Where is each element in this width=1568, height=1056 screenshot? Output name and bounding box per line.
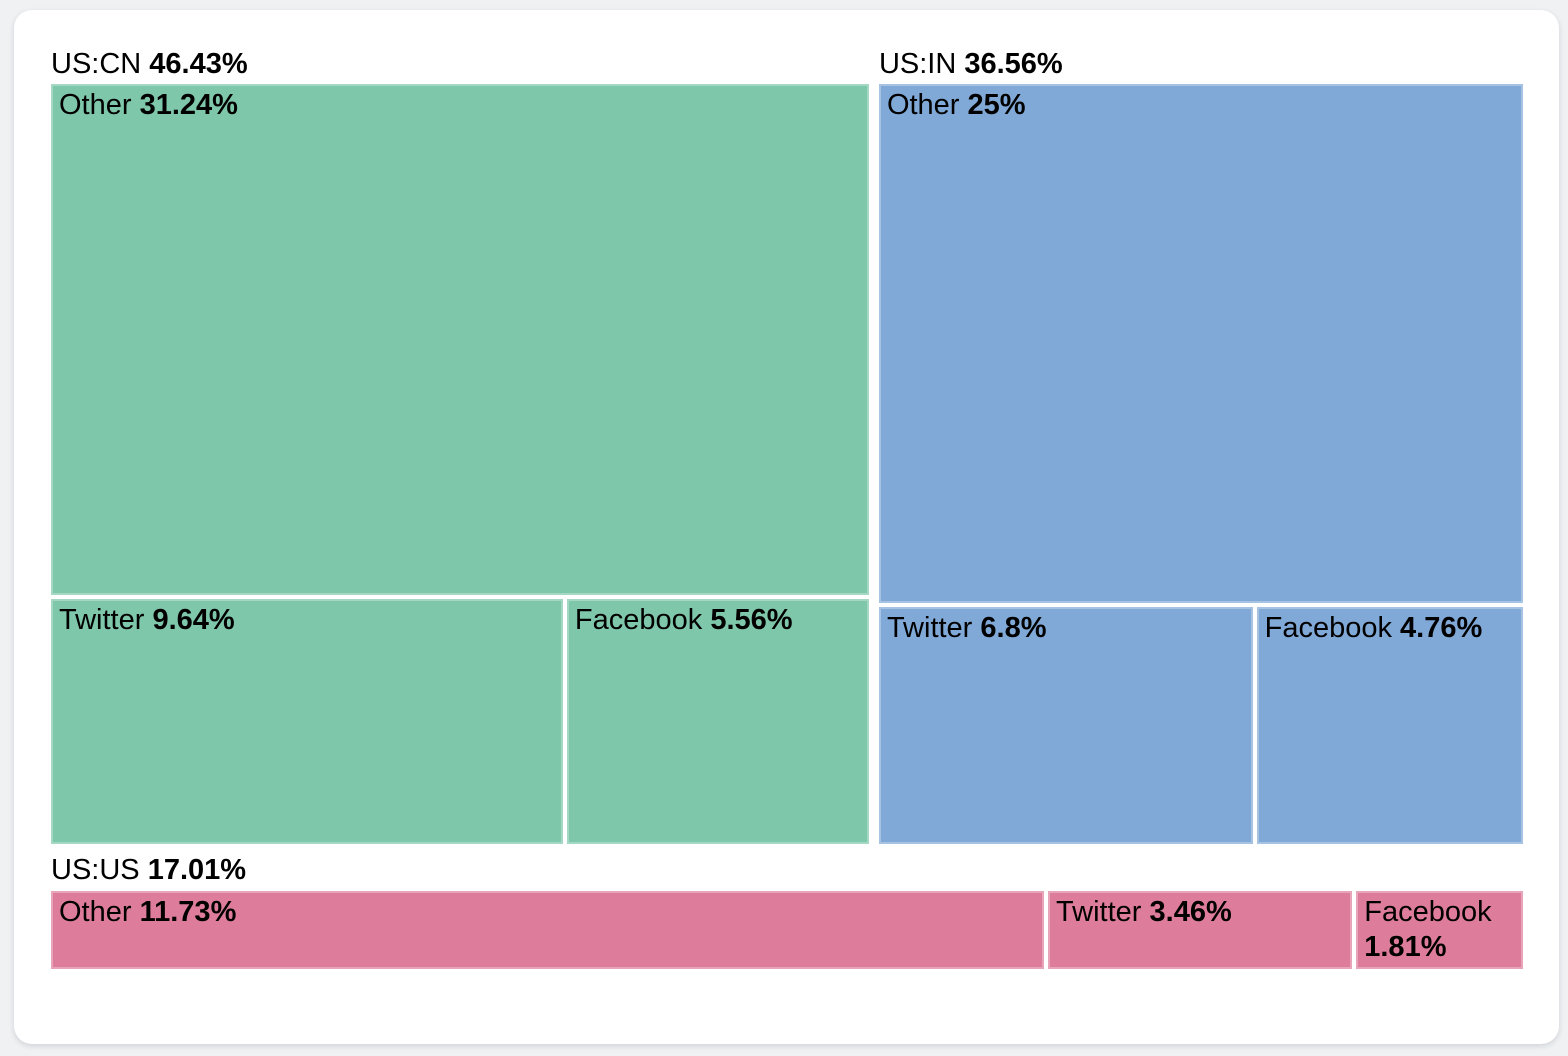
cell-label: Other (59, 896, 132, 928)
cell-us-in-twitter[interactable]: Twitter 6.8% (878, 607, 1253, 844)
cell-label: Twitter (1056, 896, 1142, 928)
cell-us-us-other[interactable]: Other 11.73% (51, 891, 1045, 969)
group-header-us-cn: US:CN 46.43% (51, 44, 869, 84)
cell-value: 31.24% (139, 89, 238, 121)
cell-value: 4.76% (1400, 612, 1483, 645)
cell-us-us-twitter[interactable]: Twitter 3.46% (1048, 891, 1353, 969)
cell-value: 6.8% (980, 612, 1047, 645)
cell-value: 3.46% (1149, 896, 1232, 928)
cell-us-cn-other[interactable]: Other 31.24% (51, 84, 869, 596)
cell-label: Facebook (1364, 896, 1492, 928)
row-us-cn-bottom: Twitter 9.64% Facebook 5.56% (51, 599, 869, 844)
cell-label: Twitter (886, 612, 973, 645)
group-label: US:IN (878, 48, 957, 80)
group-header-us-in: US:IN 36.56% (879, 44, 1523, 84)
cell-us-us-facebook[interactable]: Facebook 1.81% (1356, 891, 1524, 969)
cell-label: Facebook (574, 604, 703, 637)
cell-value: 9.64% (152, 604, 235, 637)
group-body-us-cn: Other 31.24% Twitter 9.64% Facebook 5.56… (51, 84, 869, 844)
group-us-cn: US:CN 46.43% Other 31.24% Twitter 9.64% (51, 44, 869, 844)
group-share: 46.43% (149, 48, 248, 80)
row-us-in-bottom: Twitter 6.8% Facebook 4.76% (878, 607, 1523, 844)
group-label: US:CN (51, 48, 142, 80)
group-body-us-in: Other 25% Twitter 6.8% Facebook 4.76% (878, 84, 1523, 844)
group-share: 36.56% (964, 48, 1063, 80)
treemap-top-row: US:CN 46.43% Other 31.24% Twitter 9.64% (51, 44, 1523, 844)
cell-value: 1.81% (1364, 931, 1447, 963)
group-share: 17.01% (147, 854, 247, 886)
cell-value: 11.73% (139, 896, 237, 928)
cell-value: 25% (967, 89, 1026, 121)
cell-label: Twitter (59, 604, 145, 637)
cell-us-in-facebook[interactable]: Facebook 4.76% (1256, 607, 1523, 844)
treemap-card: US:CN 46.43% Other 31.24% Twitter 9.64% (14, 10, 1559, 1044)
group-us-in: US:IN 36.56% Other 25% Twitter 6.8% (878, 44, 1523, 844)
treemap-chart: US:CN 46.43% Other 31.24% Twitter 9.64% (51, 44, 1524, 1011)
cell-label: Facebook (1264, 612, 1392, 645)
row-us-us-bottom: Other 11.73% Twitter 3.46% Facebook 1.81… (51, 891, 1524, 969)
cell-label: Other (59, 89, 132, 121)
cell-us-cn-facebook[interactable]: Facebook 5.56% (566, 599, 869, 844)
group-header-us-us: US:US 17.01% (51, 844, 1523, 891)
group-us-us: US:US 17.01% Other 11.73% Twitter 3.46% … (51, 844, 1524, 969)
cell-value: 5.56% (710, 604, 793, 637)
cell-us-cn-twitter[interactable]: Twitter 9.64% (51, 599, 563, 844)
group-label: US:US (51, 854, 140, 886)
cell-us-in-other[interactable]: Other 25% (878, 84, 1523, 604)
cell-label: Other (886, 89, 960, 121)
